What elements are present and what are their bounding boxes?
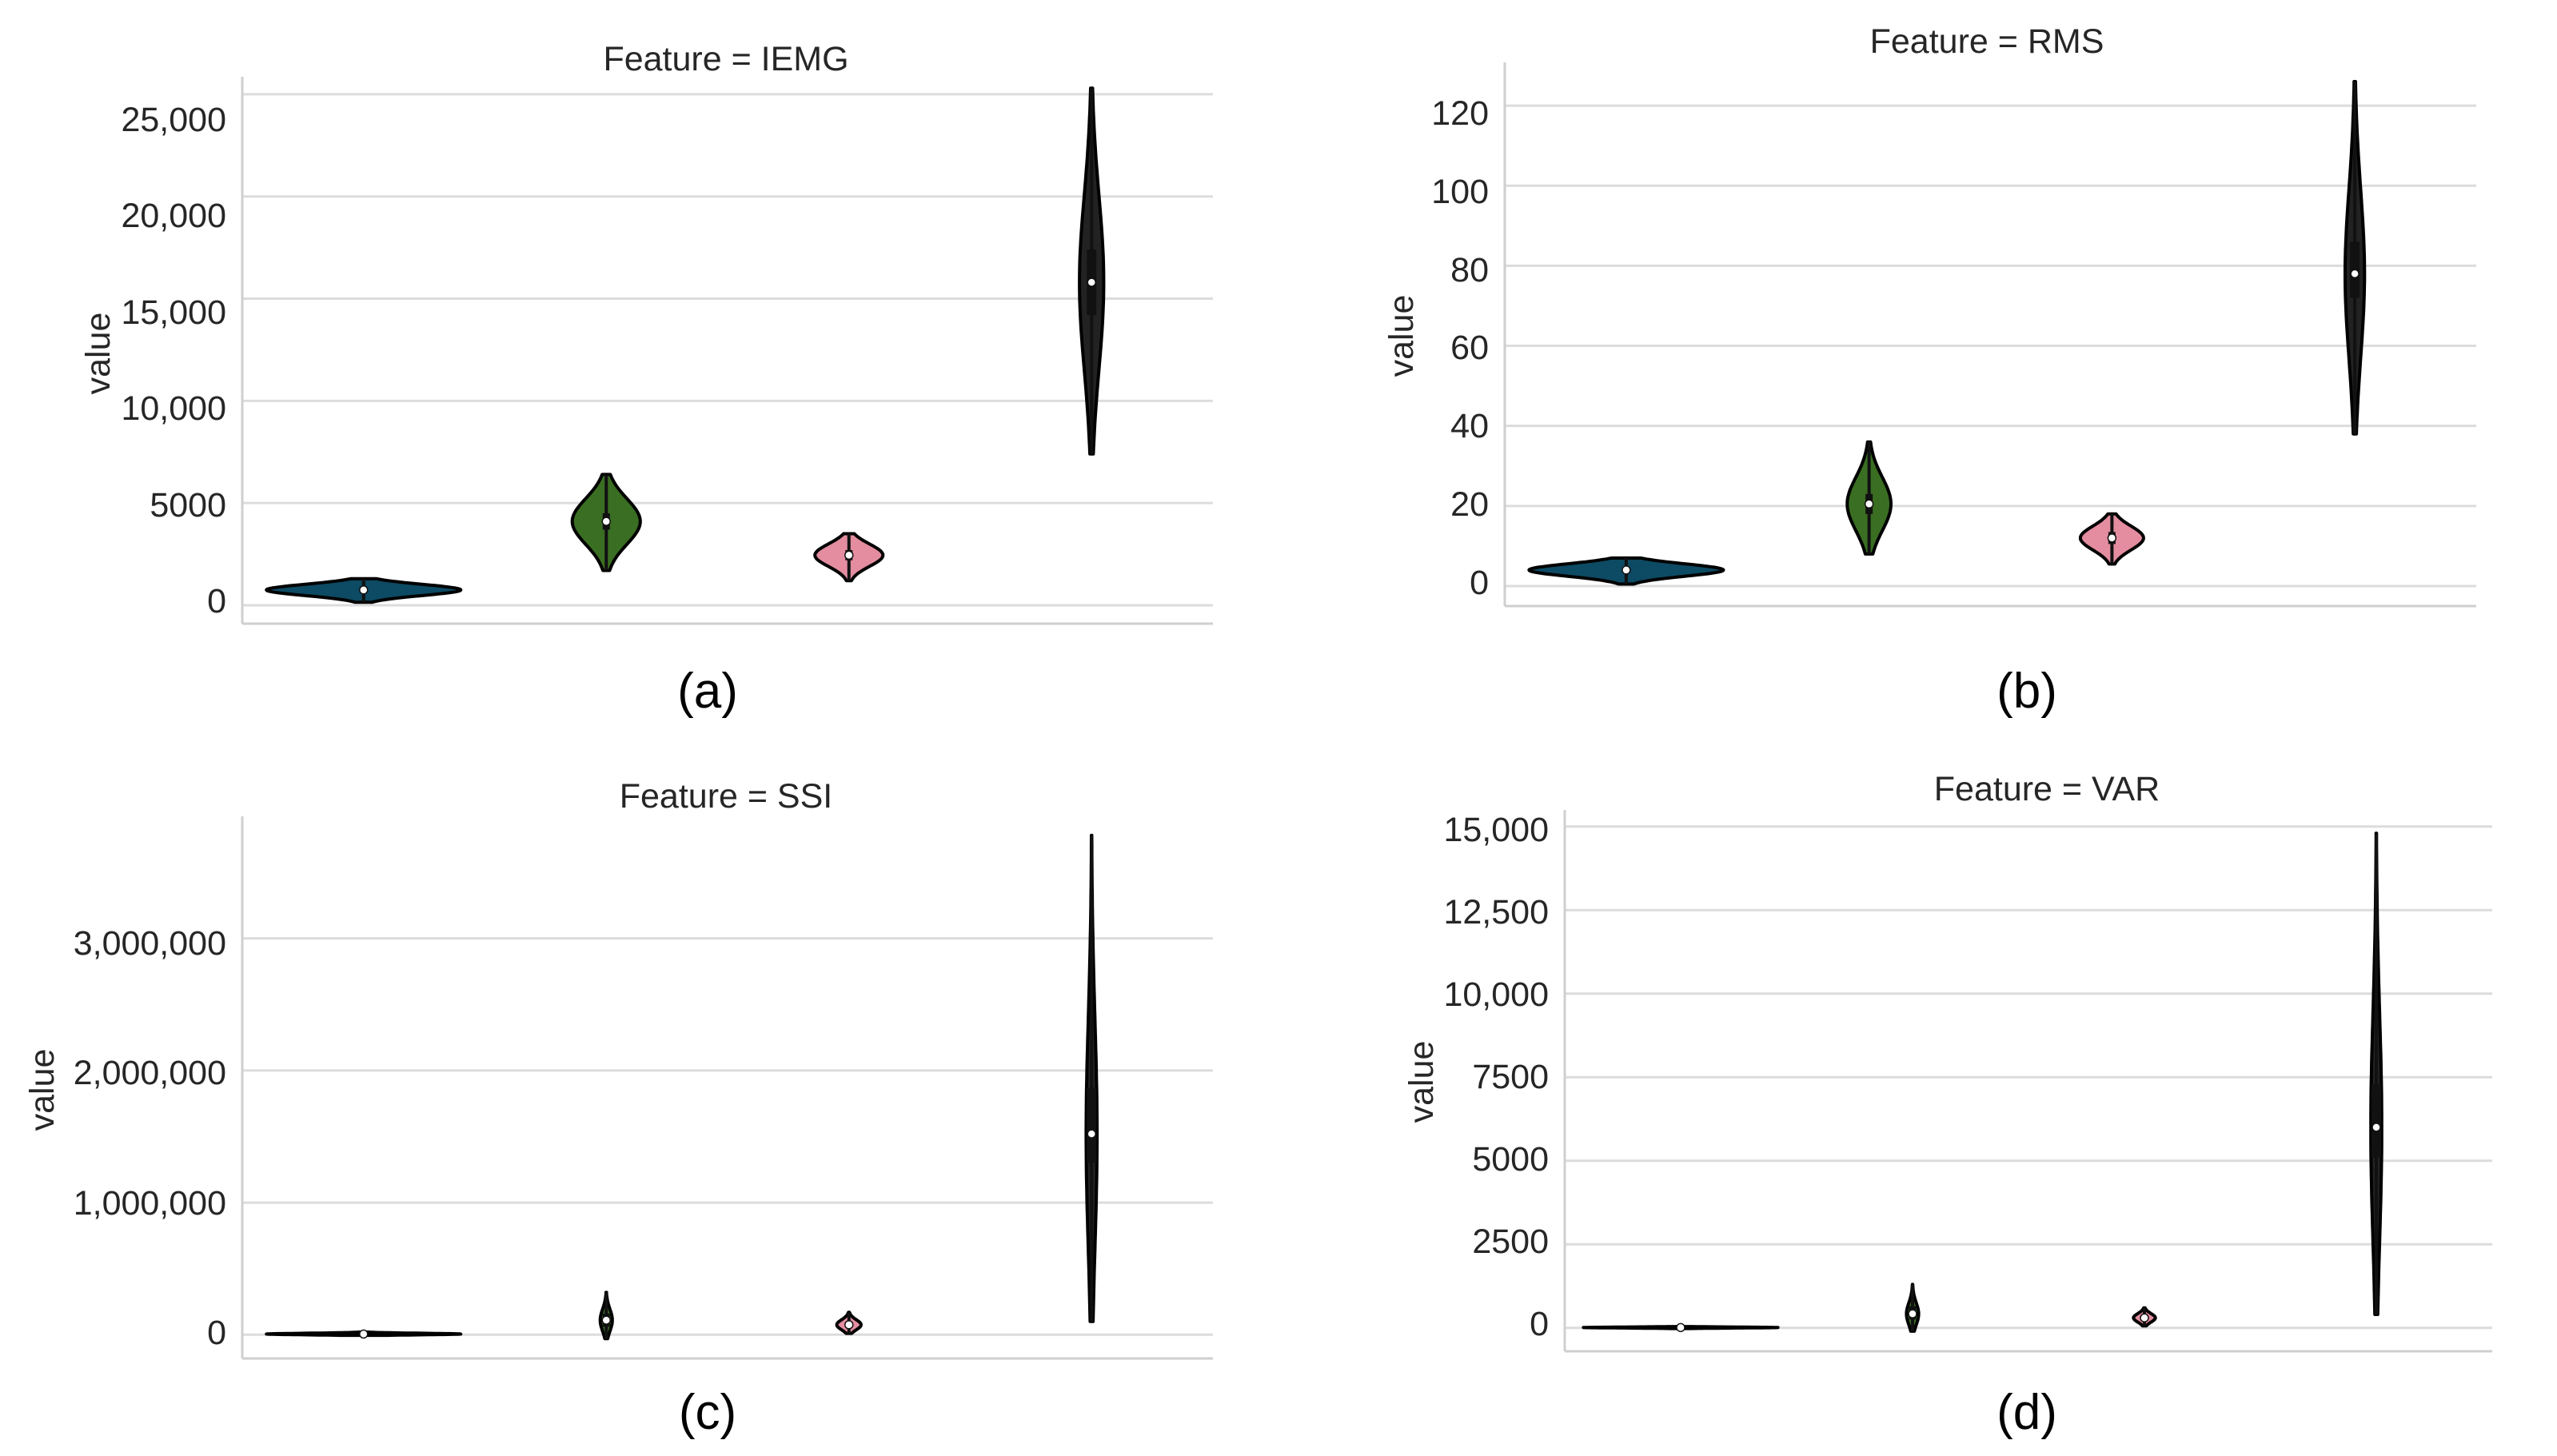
y-tick-label: 12,500 <box>1443 893 1549 931</box>
panel-a: Feature = IEMG value 0 5000 10,000 15,00… <box>79 40 1213 719</box>
y-axis-label: value <box>79 313 118 395</box>
y-tick-label: 60 <box>1450 329 1489 367</box>
y-tick-label: 20 <box>1450 485 1489 524</box>
y-tick-label: 7500 <box>1472 1058 1549 1096</box>
y-ticks: 0 5000 10,000 15,000 20,000 25,000 <box>121 101 226 620</box>
y-tick-label: 3,000,000 <box>74 924 226 963</box>
y-tick-label: 5000 <box>1472 1140 1549 1179</box>
y-tick-label: 10,000 <box>1443 975 1549 1014</box>
y-tick-label: 10,000 <box>121 389 226 428</box>
chart-title: Feature = SSI <box>620 777 833 816</box>
violin-median-dot <box>1087 277 1096 287</box>
y-axis-label: value <box>1402 1041 1441 1123</box>
violin-iqr-box <box>2372 1083 2381 1158</box>
violin-median-dot <box>359 585 369 595</box>
y-tick-label: 15,000 <box>121 293 226 332</box>
violin-median-dot <box>601 517 611 526</box>
y-ticks: 0 1,000,000 2,000,000 3,000,000 <box>74 924 226 1352</box>
y-axis-label: value <box>23 1049 62 1131</box>
violin-median-dot <box>359 1329 369 1339</box>
violin-median-dot <box>2372 1123 2381 1132</box>
violin-median-dot <box>2107 533 2117 543</box>
y-tick-label: 2500 <box>1472 1223 1549 1261</box>
violin-group <box>241 816 1213 1360</box>
violin-median-dot <box>1908 1309 1917 1318</box>
y-tick-label: 20,000 <box>121 197 226 235</box>
y-tick-label: 0 <box>207 1314 226 1352</box>
y-tick-label: 2,000,000 <box>74 1054 226 1092</box>
y-tick-label: 15,000 <box>1443 811 1549 849</box>
y-ticks: 0 2500 5000 7500 10,000 12,500 15,000 <box>1443 811 1549 1343</box>
y-tick-label: 80 <box>1450 251 1489 289</box>
y-ticks: 0 20 40 60 80 100 120 <box>1431 94 1489 602</box>
y-tick-label: 0 <box>1530 1305 1549 1343</box>
panel-caption: (c) <box>679 1385 736 1440</box>
panel-caption: (d) <box>1997 1385 2057 1440</box>
panel-d: Feature = VAR value 0 2500 5000 7500 10,… <box>1402 770 2492 1440</box>
y-tick-label: 0 <box>1470 564 1489 602</box>
y-tick-label: 0 <box>207 582 226 620</box>
violin-median-dot <box>1622 565 1631 575</box>
chart-title: Feature = RMS <box>1870 22 2104 61</box>
violin-median-dot <box>1087 1129 1096 1139</box>
violin-median-dot <box>2140 1313 2149 1322</box>
y-tick-label: 25,000 <box>121 101 226 139</box>
violin-median-dot <box>601 1315 611 1325</box>
panel-c: Feature = SSI value 0 1,000,000 2,000,00… <box>23 777 1213 1440</box>
violin-group <box>1563 810 2492 1353</box>
chart-title: Feature = VAR <box>1934 770 2160 808</box>
violin-median-dot <box>1864 499 1874 509</box>
violin-median-dot <box>1676 1322 1685 1333</box>
y-tick-label: 5000 <box>150 486 226 525</box>
violin-group <box>241 77 1213 625</box>
chart-title: Feature = IEMG <box>603 40 848 78</box>
y-tick-label: 100 <box>1431 173 1489 211</box>
panel-b: Feature = RMS value 0 20 40 60 80 100 12… <box>1382 22 2476 719</box>
panel-caption: (b) <box>1997 664 2057 719</box>
violin-median-dot <box>844 1320 854 1330</box>
y-axis-label: value <box>1382 295 1421 377</box>
violin-median-dot <box>844 550 854 560</box>
violin-iqr-box <box>1087 1087 1097 1163</box>
y-tick-label: 120 <box>1431 94 1489 133</box>
violin-median-dot <box>2350 269 2360 279</box>
y-tick-label: 1,000,000 <box>74 1184 226 1223</box>
violin-group <box>1503 62 2476 608</box>
panel-caption: (a) <box>677 664 738 719</box>
y-tick-label: 40 <box>1450 407 1489 445</box>
